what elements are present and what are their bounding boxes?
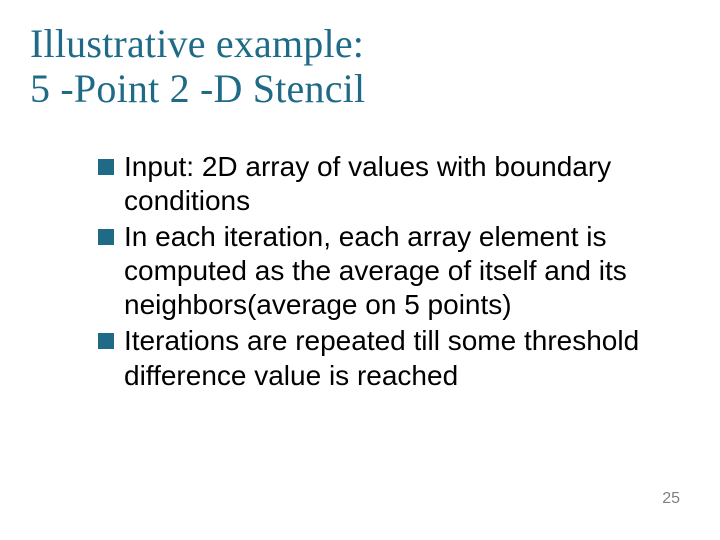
bullet-list: Input: 2D array of values with boundary … <box>98 150 658 393</box>
bullet-text: In each iteration, each array element is… <box>124 220 658 322</box>
title-line-2: 5 -Point 2 -D Stencil <box>30 66 365 111</box>
bullet-item: In each iteration, each array element is… <box>98 220 658 322</box>
square-bullet-icon <box>98 229 114 245</box>
bullet-item: Input: 2D array of values with boundary … <box>98 150 658 218</box>
bullet-text: Iterations are repeated till some thresh… <box>124 324 658 392</box>
bullet-text: Input: 2D array of values with boundary … <box>124 150 658 218</box>
page-number: 25 <box>662 490 680 508</box>
bullet-item: Iterations are repeated till some thresh… <box>98 324 658 392</box>
slide: Illustrative example: 5 -Point 2 -D Sten… <box>0 0 720 540</box>
square-bullet-icon <box>98 333 114 349</box>
title-line-1: Illustrative example: <box>30 21 364 66</box>
square-bullet-icon <box>98 159 114 175</box>
slide-title: Illustrative example: 5 -Point 2 -D Sten… <box>30 22 690 112</box>
